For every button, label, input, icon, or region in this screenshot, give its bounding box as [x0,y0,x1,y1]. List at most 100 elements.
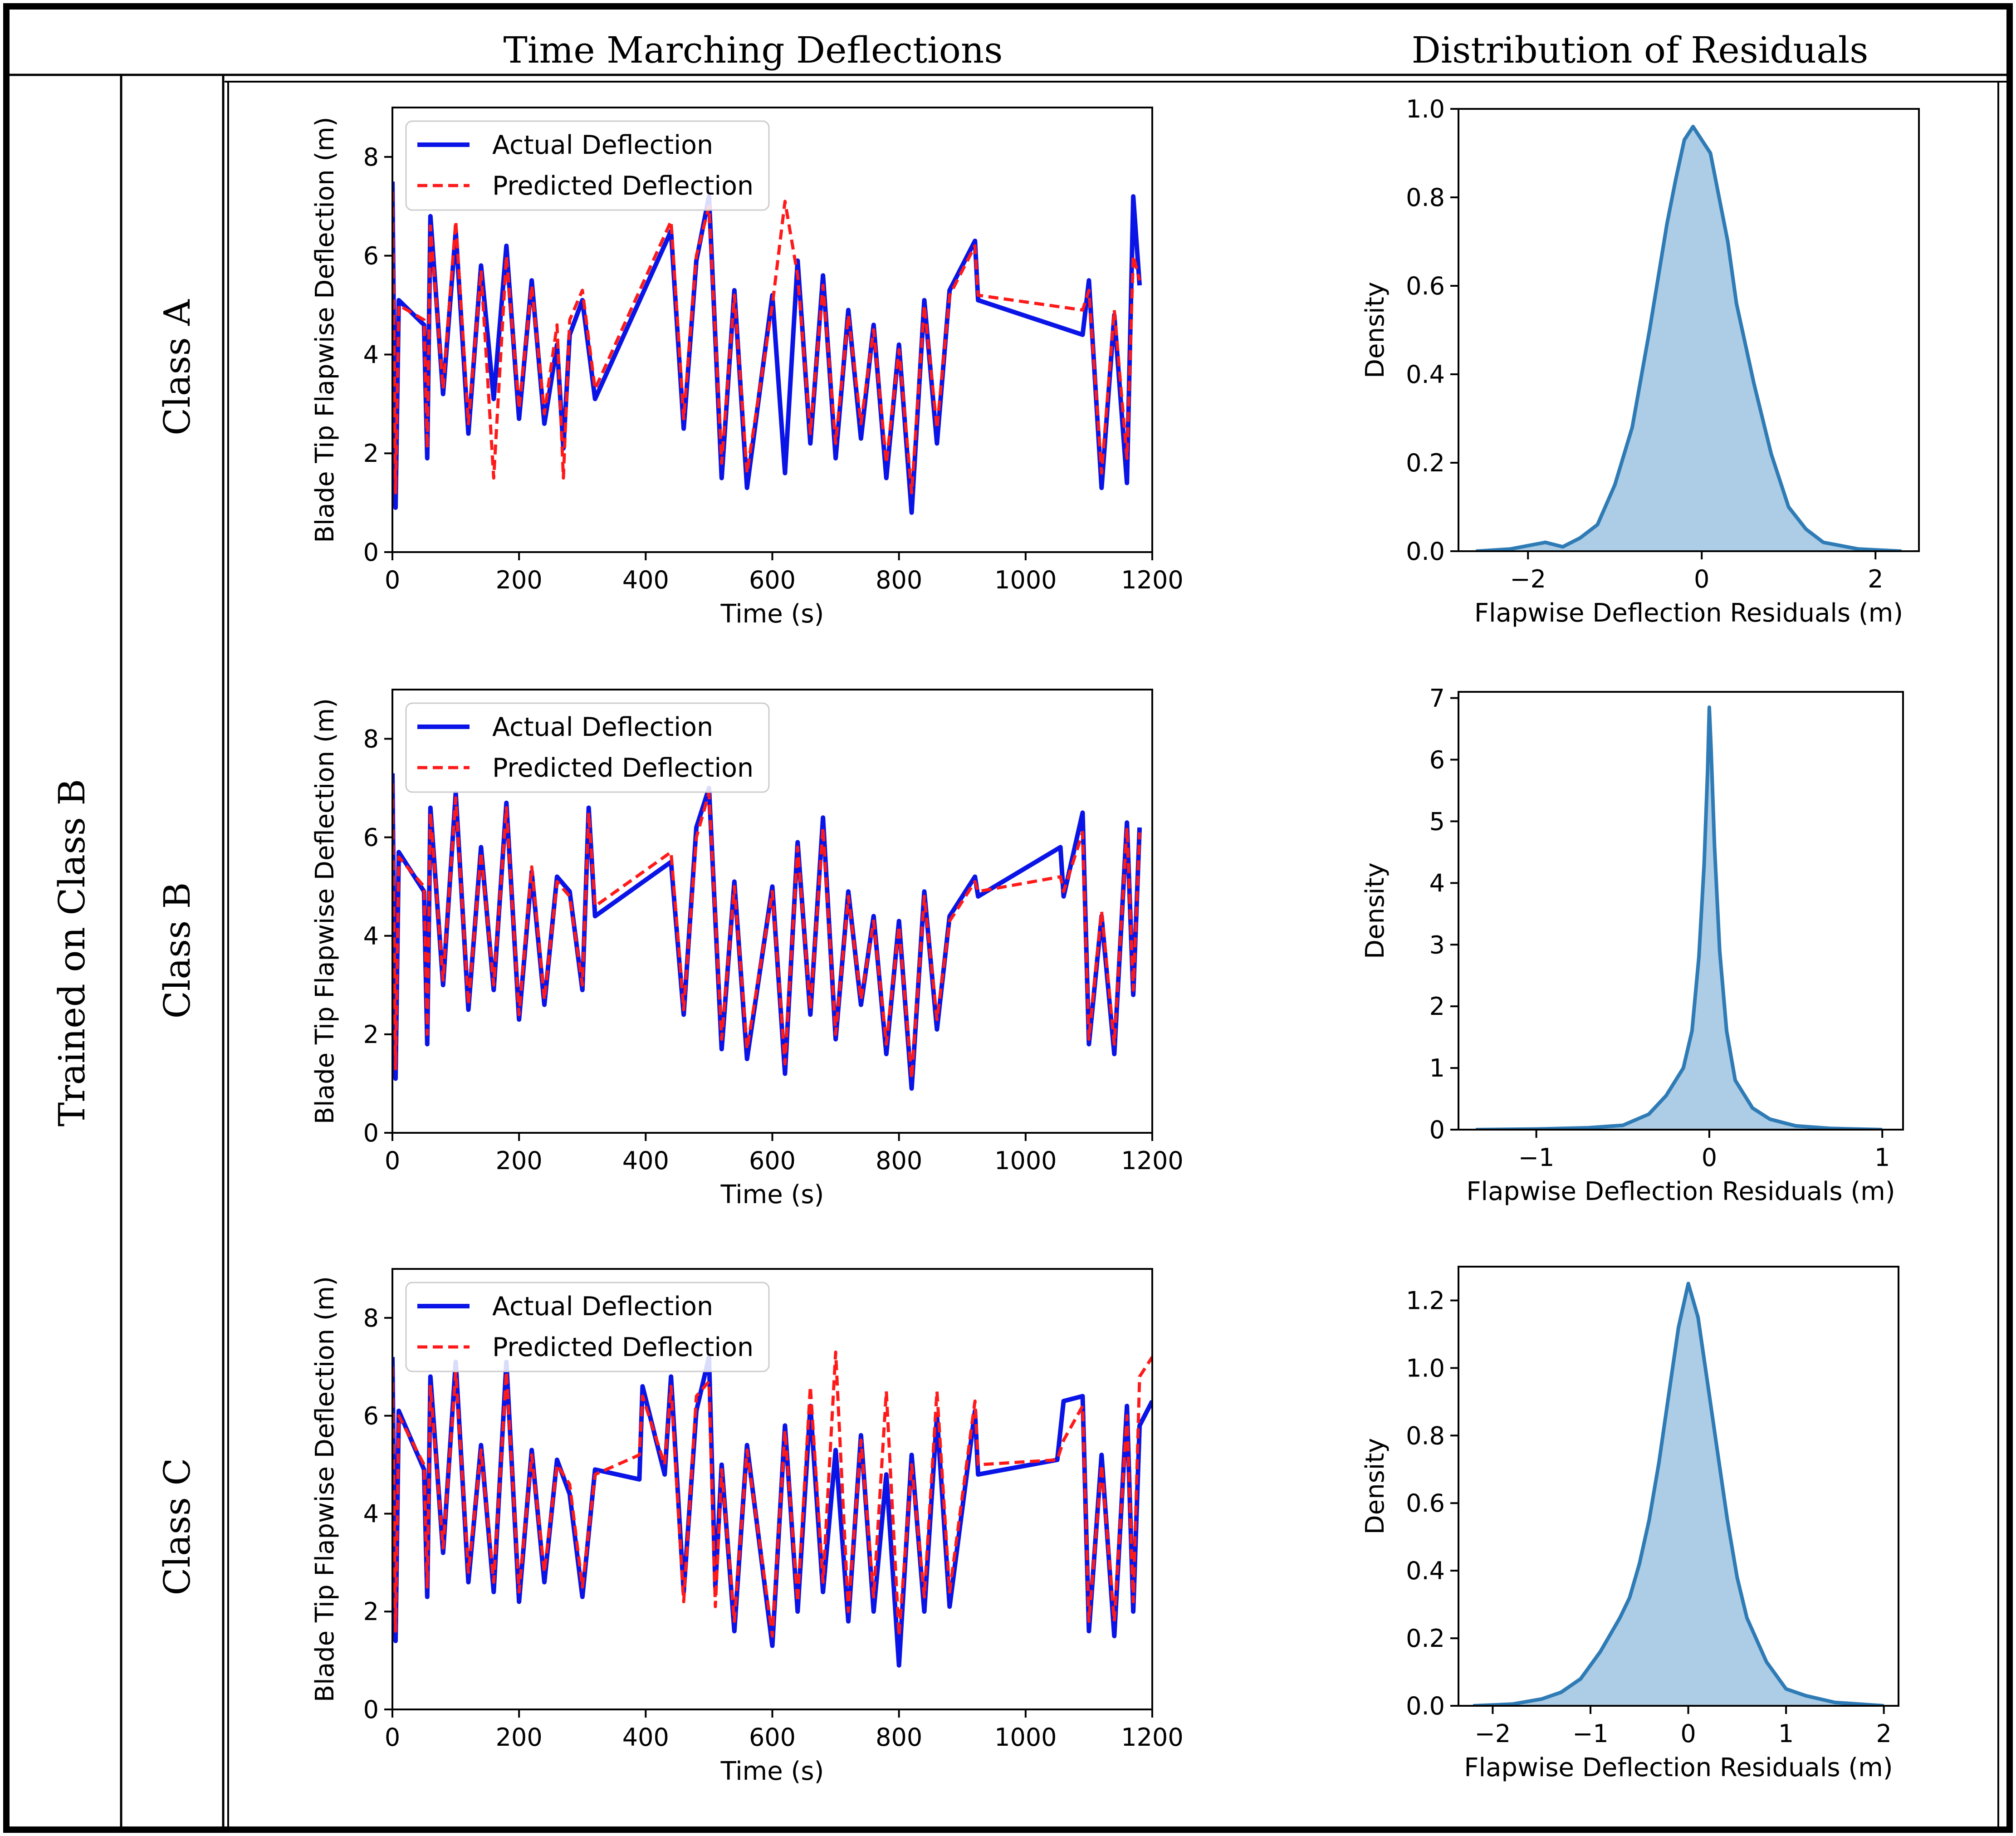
x-tick-label: 1200 [1121,1723,1183,1752]
legend-label-actual: Actual Deflection [492,130,713,160]
y-tick-label: 0 [1429,1116,1445,1144]
axes-frame [1458,1266,1899,1707]
header-residuals: Distribution of Residuals [1412,29,1869,71]
x-tick-label: 600 [749,1146,796,1175]
x-tick-label: 200 [496,566,543,594]
x-axis-label: Time (s) [720,599,824,629]
y-axis-label: Density [1360,282,1390,378]
x-tick-label: 1200 [1121,566,1183,594]
x-tick-label: 1000 [994,566,1057,594]
y-tick-label: 3 [1429,930,1445,959]
predicted-deflection-line [392,1350,1152,1638]
actual-deflection-line [392,181,1142,515]
x-tick-label: 0 [385,566,400,594]
y-tick-label: 4 [363,340,379,369]
y-tick-label: 8 [363,725,379,754]
y-tick-label: 4 [1429,869,1445,897]
y-tick-label: 1.0 [1406,1354,1445,1382]
row-label-class-c: Class C [156,1458,198,1595]
x-axis-label: Flapwise Deflection Residuals (m) [1474,598,1903,628]
y-tick-label: 5 [1429,807,1445,836]
legend-box [405,120,770,211]
y-tick-label: 8 [363,1304,379,1332]
x-tick-label: −2 [1510,565,1546,593]
y-tick-label: 0.4 [1406,360,1445,389]
y-tick-label: 1.2 [1406,1286,1445,1315]
x-tick-label: 1 [1874,1143,1890,1172]
x-tick-label: 400 [622,1723,669,1752]
density-curve [1476,125,1902,551]
density-fill [1476,707,1883,1130]
y-axis-label: Blade Tip Flapwise Deflection (m) [310,117,340,543]
y-tick-label: 2 [363,439,379,468]
x-tick-label: −2 [1475,1719,1511,1748]
legend-label-actual: Actual Deflection [492,712,713,742]
y-tick-label: 6 [363,1402,379,1430]
density-fill [1476,127,1902,551]
y-tick-label: 0.0 [1406,1692,1445,1720]
predicted-deflection-line [392,191,1141,494]
x-tick-label: 600 [749,1723,796,1752]
x-tick-label: 400 [622,1146,669,1175]
y-tick-label: 0 [363,1695,379,1724]
y-tick-label: 1.0 [1406,95,1445,123]
y-tick-label: 0.2 [1406,449,1445,477]
x-tick-label: 0 [1694,565,1709,593]
header-time-marching: Time Marching Deflections [504,29,1003,71]
axes-frame [1458,691,1904,1131]
y-tick-label: 7 [1429,684,1445,713]
y-tick-label: 0.4 [1406,1557,1445,1585]
predicted-deflection-line [392,783,1141,1081]
x-axis-label: Time (s) [720,1757,824,1786]
y-tick-label: 0.6 [1406,1489,1445,1518]
y-tick-label: 4 [363,1499,379,1528]
x-tick-label: −1 [1518,1143,1555,1172]
x-tick-label: 0 [1680,1719,1696,1748]
y-axis-label: Density [1360,1438,1390,1535]
row-group-label: Trained on Class B [51,779,93,1126]
legend-box [405,1282,770,1372]
density-curve [1473,1282,1884,1706]
legend-label-predicted: Predicted Deflection [492,753,754,783]
legend-box [405,702,770,793]
x-tick-label: 2 [1868,565,1883,593]
y-tick-label: 2 [363,1020,379,1049]
chart-2: −2 0 2 0.0 0.2 0.4 0.6 0.8 1.0 Flapwise Deflectio… [1360,95,1920,628]
axes-frame [1458,108,1920,552]
legend: Actual Deflection Predicted Deflection [405,120,770,211]
y-tick-label: 2 [1429,992,1445,1021]
x-axis-label: Flapwise Deflection Residuals (m) [1464,1753,1893,1782]
chart-4: −1 0 1 0 1 2 3 4 5 6 7 Flapwise Deflection Residual… [1360,684,1904,1206]
y-tick-label: 0.2 [1406,1624,1445,1653]
y-tick-label: 4 [363,922,379,950]
y-tick-label: 0 [363,1119,379,1147]
row-label-class-b: Class B [156,882,198,1019]
y-tick-label: 6 [363,823,379,852]
y-tick-label: 8 [363,143,379,171]
density-fill [1473,1283,1884,1706]
x-tick-label: 1 [1778,1719,1794,1748]
density-curve [1476,705,1883,1130]
x-axis-label: Time (s) [720,1180,824,1209]
x-tick-label: 800 [876,1723,922,1752]
x-tick-label: 0 [385,1723,400,1752]
x-tick-label: 600 [749,566,796,594]
x-tick-label: 200 [496,1146,543,1175]
x-tick-label: 800 [876,566,922,594]
chart-1: Actual Deflection Predicted Deflection 0 20… [310,107,1184,629]
y-axis-label: Blade Tip Flapwise Deflection (m) [310,1276,340,1702]
legend-label-predicted: Predicted Deflection [492,171,754,201]
x-tick-label: −1 [1572,1719,1609,1748]
legend: Actual Deflection Predicted Deflection [405,702,770,793]
x-tick-label: 2 [1876,1719,1891,1748]
x-tick-label: 0 [1702,1143,1717,1172]
legend-label-actual: Actual Deflection [492,1292,713,1322]
x-tick-label: 0 [385,1146,400,1175]
x-tick-label: 1200 [1121,1146,1183,1175]
y-axis-label: Blade Tip Flapwise Deflection (m) [310,698,340,1124]
y-tick-label: 0.6 [1406,272,1445,300]
